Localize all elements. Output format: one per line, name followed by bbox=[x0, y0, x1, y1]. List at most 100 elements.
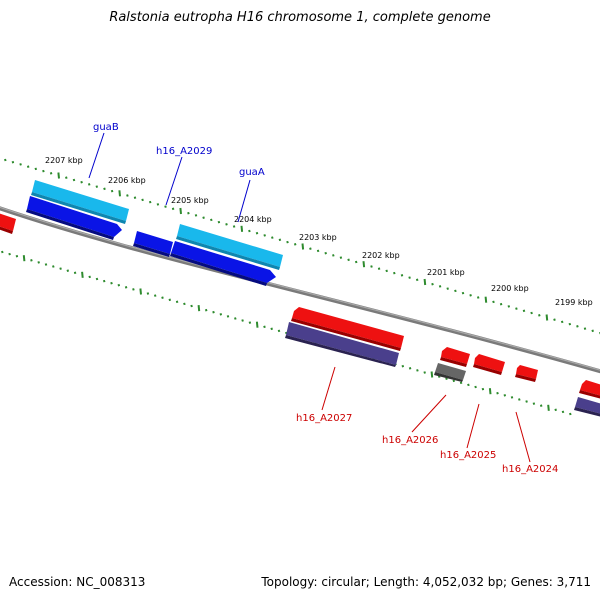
outer-minor-tick bbox=[171, 207, 175, 211]
outer-minor-tick bbox=[103, 187, 106, 191]
outer-minor-tick bbox=[415, 278, 419, 282]
outer-minor-tick bbox=[80, 180, 83, 184]
gene-guaA[interactable] bbox=[176, 224, 283, 270]
outer-minor-tick bbox=[393, 271, 396, 275]
outer-minor-tick bbox=[126, 194, 129, 197]
outer-minor-tick bbox=[263, 234, 266, 237]
gene-h16-A2024[interactable] bbox=[515, 365, 538, 382]
inner-minor-tick bbox=[518, 398, 521, 401]
outer-minor-tick bbox=[568, 322, 572, 326]
outer-minor-tick bbox=[583, 327, 587, 330]
outer-minor-tick bbox=[255, 231, 259, 235]
gene-label-h16-A2025[interactable]: h16_A2025 bbox=[440, 450, 496, 461]
reverse-label-lines bbox=[321, 366, 531, 463]
outer-minor-tick bbox=[278, 238, 282, 242]
inner-minor-tick bbox=[474, 385, 477, 389]
inner-minor-tick bbox=[277, 329, 281, 333]
outer-minor-tick bbox=[271, 236, 274, 239]
gene-label-guaB[interactable]: guaB bbox=[93, 122, 119, 133]
outer-minor-tick bbox=[141, 198, 144, 202]
inner-minor-tick bbox=[8, 252, 11, 256]
gene-red-right[interactable] bbox=[579, 380, 600, 399]
gene-label-h16-A2024[interactable]: h16_A2024 bbox=[502, 464, 558, 475]
outer-minor-tick bbox=[248, 229, 251, 233]
outer-minor-tick bbox=[400, 274, 404, 277]
gene-slate-right[interactable] bbox=[574, 397, 600, 417]
inner-minor-tick bbox=[408, 367, 412, 370]
scale-label-2203: 2203 kbp bbox=[299, 233, 337, 242]
gene-label-h16-A2026[interactable]: h16_A2026 bbox=[382, 435, 438, 446]
outer-minor-tick bbox=[225, 223, 228, 226]
map-title: Ralstonia eutropha H16 chromosome 1, com… bbox=[109, 10, 491, 25]
outer-major-tick bbox=[423, 278, 427, 286]
gene-h16-A2025[interactable] bbox=[473, 354, 505, 375]
inner-minor-tick bbox=[1, 250, 4, 254]
outer-minor-tick bbox=[232, 225, 236, 228]
outer-minor-tick bbox=[515, 307, 518, 310]
outer-minor-tick bbox=[65, 176, 68, 179]
outer-major-tick bbox=[179, 207, 182, 215]
outer-minor-tick bbox=[469, 294, 472, 297]
outer-major-tick bbox=[240, 225, 244, 232]
inner-minor-tick bbox=[416, 369, 419, 372]
reverse-genes bbox=[285, 307, 600, 417]
outer-minor-tick bbox=[286, 240, 289, 244]
gene-h16-A2029[interactable] bbox=[133, 231, 173, 257]
scale-label-2200: 2200 kbp bbox=[491, 284, 529, 293]
outer-minor-tick bbox=[538, 314, 541, 317]
inner-minor-tick bbox=[117, 283, 121, 287]
inner-major-tick bbox=[255, 321, 259, 328]
inner-minor-tick bbox=[161, 296, 164, 299]
inner-minor-tick bbox=[263, 325, 266, 329]
inner-minor-tick bbox=[481, 387, 485, 391]
inner-minor-tick bbox=[183, 302, 186, 306]
scale-label-2204: 2204 kbp bbox=[234, 215, 272, 224]
inner-minor-tick bbox=[73, 271, 77, 275]
gene-guaB[interactable] bbox=[31, 180, 129, 224]
scale-label-2205: 2205 kbp bbox=[171, 196, 209, 205]
outer-minor-tick bbox=[316, 249, 320, 253]
inner-minor-tick bbox=[467, 383, 470, 387]
inner-minor-tick bbox=[132, 288, 135, 291]
outer-minor-tick bbox=[553, 318, 556, 321]
forward-label-lines bbox=[88, 132, 251, 223]
outer-minor-tick bbox=[87, 183, 91, 186]
gene-blue-2[interactable] bbox=[170, 241, 276, 286]
outer-minor-tick bbox=[194, 214, 198, 217]
outer-minor-tick bbox=[408, 276, 411, 279]
outer-minor-tick bbox=[133, 196, 137, 199]
gene-blue-1[interactable] bbox=[26, 196, 122, 240]
gene-label-h16-A2027[interactable]: h16_A2027 bbox=[296, 413, 352, 424]
inner-minor-tick bbox=[452, 379, 456, 383]
inner-minor-tick bbox=[525, 400, 528, 403]
scale-label-2201: 2201 kbp bbox=[427, 268, 465, 277]
gene-label-guaA[interactable]: guaA bbox=[239, 167, 265, 178]
scale-label-2199: 2199 kbp bbox=[555, 298, 593, 307]
gene-red-left[interactable] bbox=[0, 213, 16, 234]
gene-h16-A2027-red[interactable] bbox=[291, 307, 404, 351]
inner-minor-tick bbox=[59, 267, 62, 270]
inner-minor-tick bbox=[234, 317, 237, 320]
inner-minor-tick bbox=[539, 404, 543, 407]
outer-minor-tick bbox=[438, 285, 442, 288]
inner-major-tick bbox=[81, 271, 84, 278]
outer-minor-tick bbox=[476, 296, 480, 299]
inner-minor-tick bbox=[95, 277, 99, 281]
gene-label-h16-A2029[interactable]: h16_A2029 bbox=[156, 146, 212, 157]
outer-minor-tick bbox=[110, 189, 114, 193]
inner-minor-tick bbox=[168, 298, 172, 302]
inner-minor-tick bbox=[153, 294, 157, 297]
inner-minor-tick bbox=[190, 304, 193, 308]
gene-h16-A2027-slate[interactable] bbox=[285, 322, 399, 367]
inner-minor-tick bbox=[459, 381, 463, 385]
inner-minor-tick bbox=[496, 391, 499, 395]
gene-h16-A2026-gray[interactable] bbox=[434, 363, 466, 382]
inner-minor-tick bbox=[212, 310, 215, 314]
gene-h16-A2026-red[interactable] bbox=[440, 347, 470, 367]
topology-text: Topology: circular; Length: 4,052,032 bp… bbox=[261, 575, 591, 589]
outer-minor-tick bbox=[339, 256, 343, 259]
outer-major-tick bbox=[545, 314, 549, 321]
forward-genes bbox=[26, 180, 283, 286]
outer-minor-tick bbox=[309, 247, 312, 250]
inner-minor-tick bbox=[37, 261, 40, 264]
